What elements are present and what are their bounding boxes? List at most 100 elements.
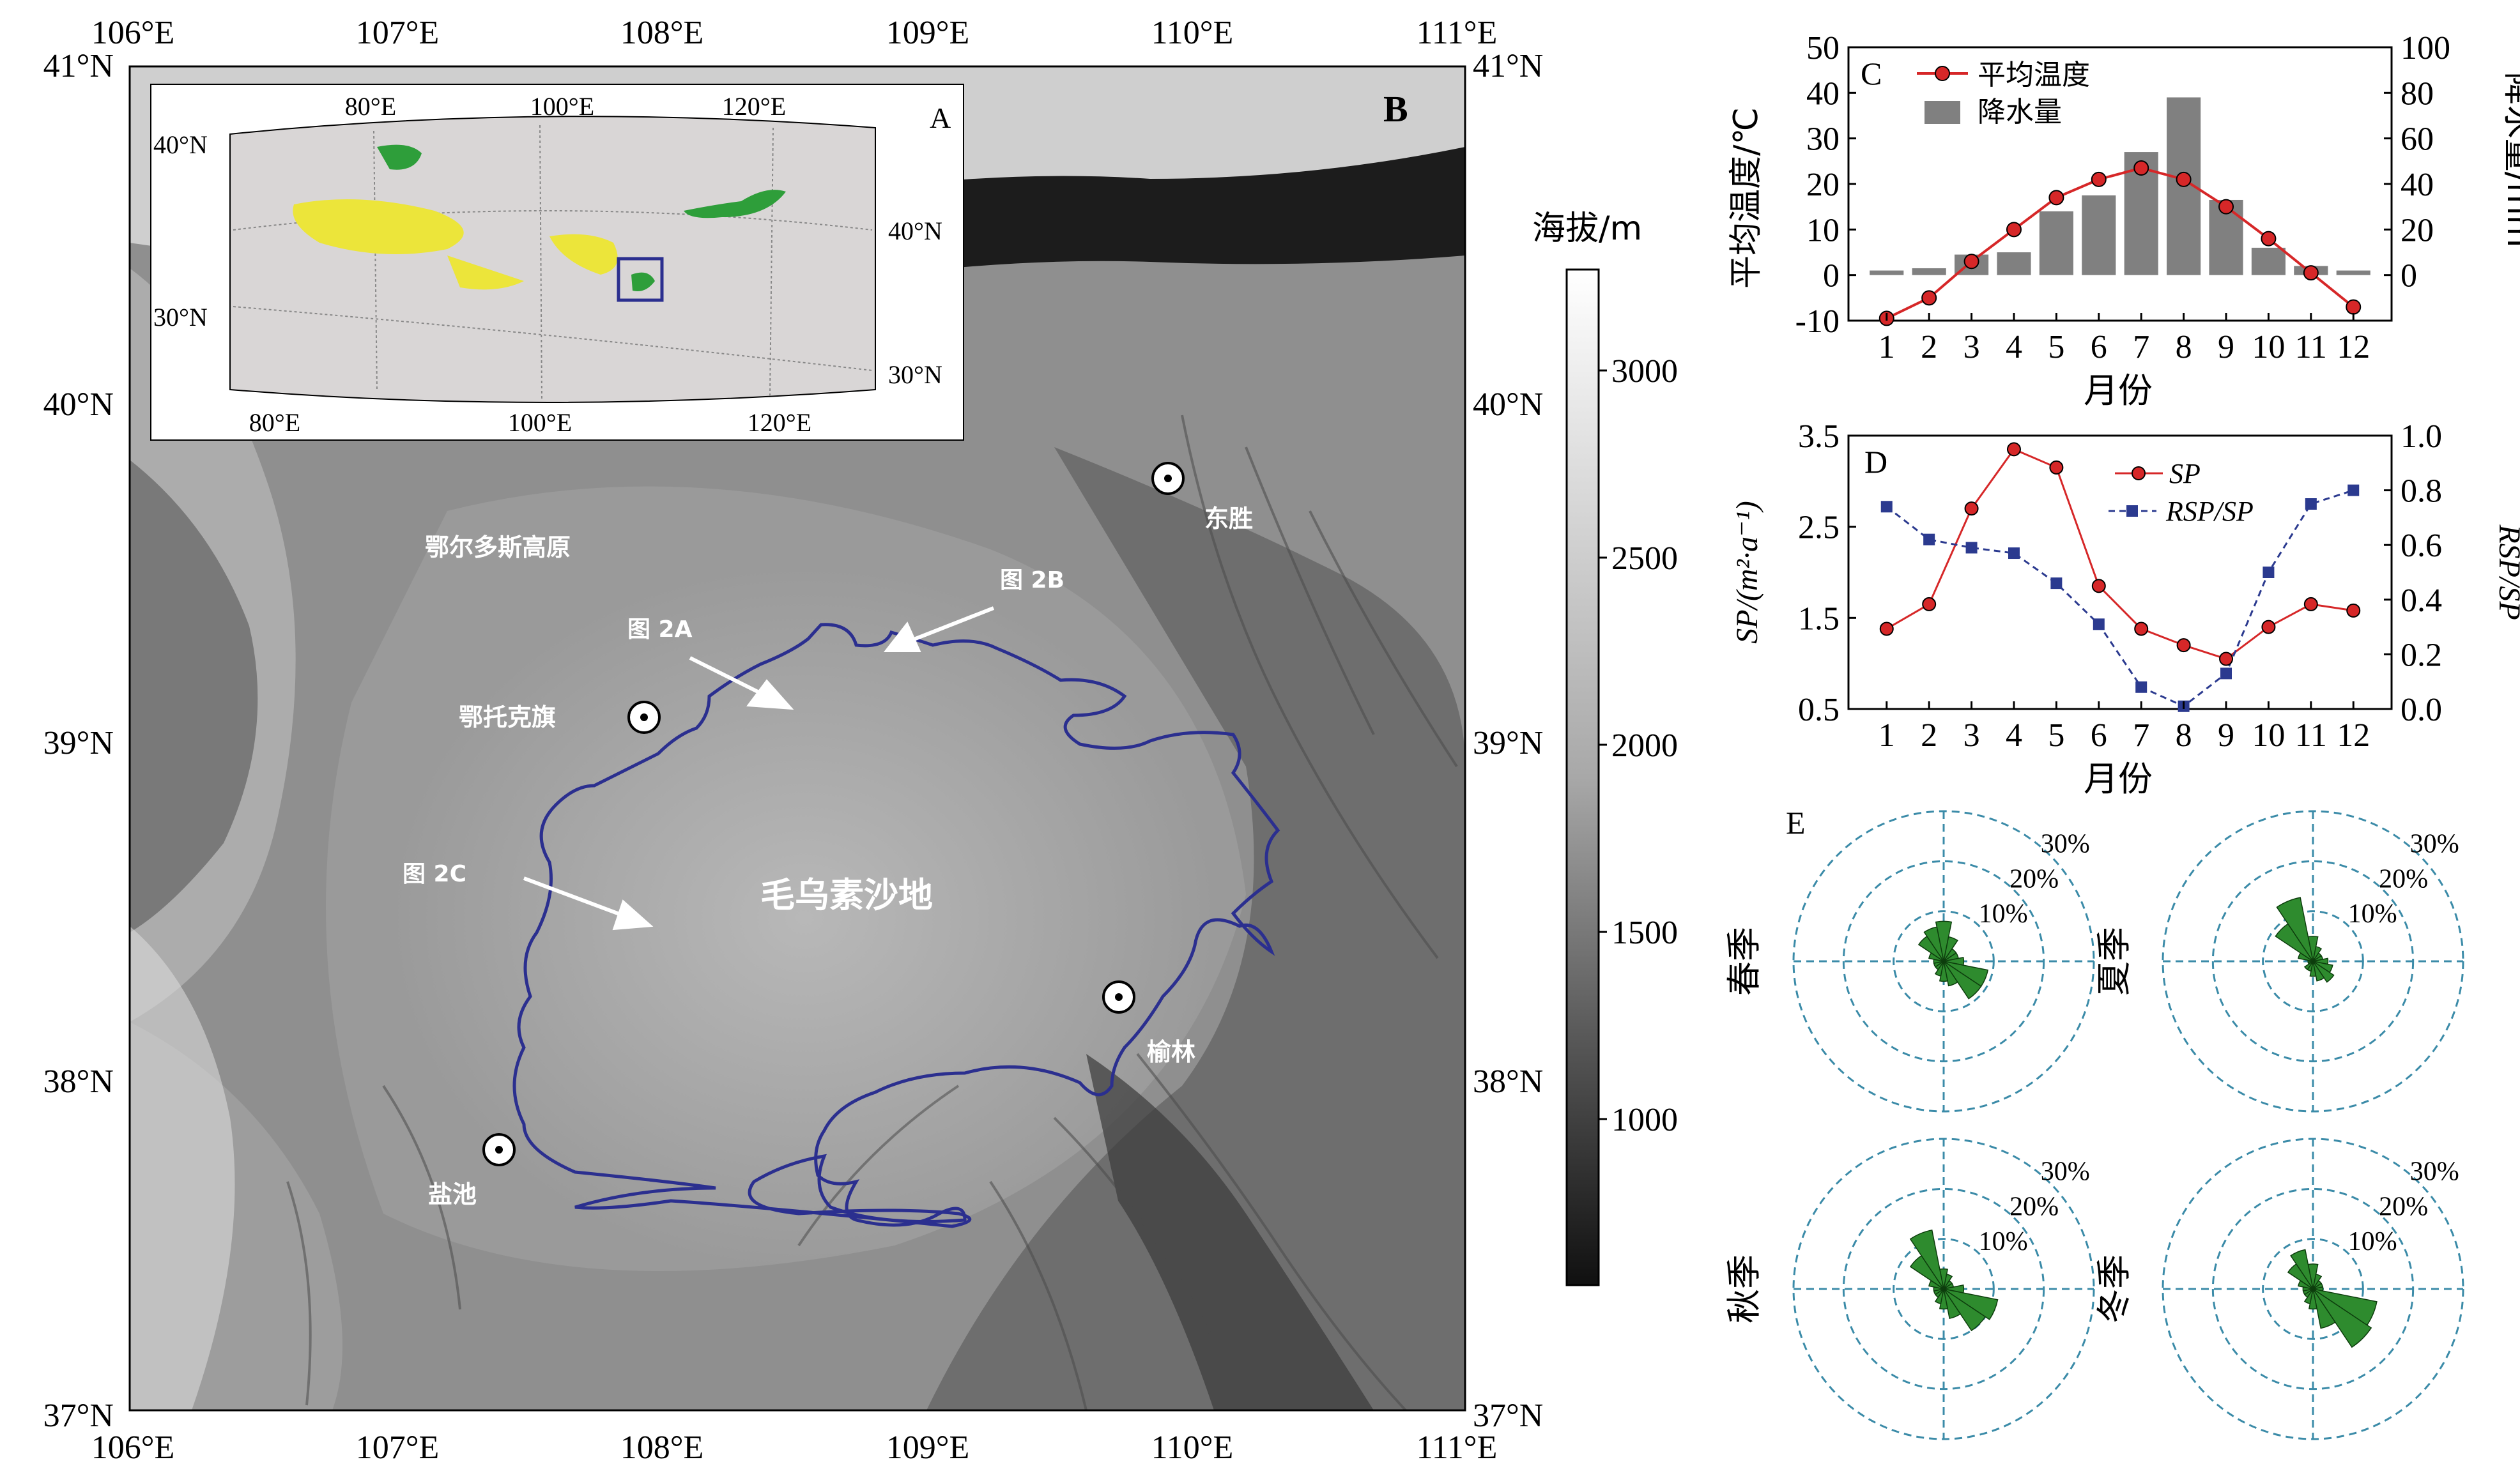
sp-point bbox=[2219, 652, 2234, 666]
chart-c-ytick: 20 bbox=[1806, 167, 1840, 203]
chart-d-ytick: 1.5 bbox=[1798, 600, 1840, 637]
legend-title: 海拔/m bbox=[1532, 210, 1642, 248]
legend-precip: 降水量 bbox=[1978, 96, 2062, 128]
rose-sector bbox=[2312, 1288, 2372, 1348]
chart-d-xtick: 6 bbox=[2091, 717, 2107, 754]
chart-c-ytick: 10 bbox=[1806, 212, 1840, 248]
rose-sector bbox=[1923, 926, 1944, 962]
panel-label-d: D bbox=[1864, 444, 1887, 480]
rose-ring-label: 20% bbox=[2009, 864, 2059, 894]
rsp-point bbox=[2263, 567, 2275, 578]
chart-c-xtick: 4 bbox=[2006, 329, 2022, 365]
chart-c-y2tick: 0 bbox=[2401, 258, 2417, 294]
place-markers bbox=[482, 462, 1185, 1166]
yanchi-marker bbox=[482, 1133, 516, 1166]
rose-sector bbox=[1909, 1229, 1944, 1290]
chart-d-ytick: 3.5 bbox=[1798, 418, 1840, 455]
legend-tick-1500: 1500 bbox=[1611, 915, 1678, 951]
label-ordos-plateau: 鄂尔多斯高原 bbox=[425, 533, 571, 561]
chart-c-xtick: 3 bbox=[1963, 329, 1980, 365]
label-mu-us: 毛乌素沙地 bbox=[760, 875, 933, 915]
elevation-legend: 海拔/m 3000 2500 2000 1500 1000 bbox=[1532, 210, 1678, 1286]
chart-d-ytick: 0.5 bbox=[1798, 692, 1840, 728]
precip-bar bbox=[2251, 247, 2286, 275]
dongsheng-marker bbox=[1151, 462, 1185, 495]
rsp-point bbox=[2050, 577, 2063, 590]
right-lat-3: 38°N bbox=[1473, 1063, 1543, 1100]
chart-d-xtick: 1 bbox=[1878, 717, 1895, 754]
chart-d-xtick: 10 bbox=[2252, 717, 2285, 754]
rose-ring-label: 10% bbox=[1979, 1227, 2028, 1256]
wind-rose: 10% 20% 30% 冬季 bbox=[2094, 1138, 2464, 1440]
drainage-lines bbox=[286, 415, 1458, 1410]
chart-d-ylabel: SP/(m²·a⁻¹) bbox=[1730, 501, 1764, 643]
rose-sector bbox=[2290, 1249, 2314, 1290]
otog-marker bbox=[627, 701, 661, 734]
chart-d-xtick: 4 bbox=[2006, 717, 2022, 754]
chart-c-ylabel: 平均温度/℃ bbox=[1727, 107, 1765, 289]
legend-sp: SP bbox=[2169, 458, 2201, 489]
rose-season-label: 秋季 bbox=[1724, 1254, 1764, 1323]
rose-ring-label: 30% bbox=[2041, 1157, 2090, 1187]
chart-d-y2tick: 1.0 bbox=[2401, 418, 2442, 455]
rose-season-label: 冬季 bbox=[2094, 1254, 2134, 1323]
rose-sector bbox=[1943, 961, 1982, 1000]
rose-sector bbox=[2309, 961, 2317, 977]
sp-point bbox=[2303, 597, 2318, 611]
chart-d-y2label: RSP/SP bbox=[2493, 524, 2520, 620]
legend-tick-2500: 2500 bbox=[1611, 540, 1678, 577]
left-lat-1: 40°N bbox=[43, 386, 114, 423]
chart-c-legend: 平均温度 降水量 bbox=[1917, 59, 2090, 128]
chart-c-xtick: 9 bbox=[2218, 329, 2234, 365]
rose-ring-label: 30% bbox=[2041, 830, 2090, 859]
inset-bottom-0: 80°E bbox=[249, 408, 300, 437]
bottom-lon-3: 109°E bbox=[886, 1429, 970, 1466]
chart-d-xtick: 7 bbox=[2133, 717, 2149, 754]
inset-left-1: 30°N bbox=[153, 303, 208, 332]
rose-ring-label: 20% bbox=[2379, 864, 2428, 894]
chart-c-xtick: 5 bbox=[2048, 329, 2064, 365]
chart-c-y2tick: 40 bbox=[2401, 167, 2434, 203]
right-lat-2: 39°N bbox=[1473, 725, 1543, 761]
sp-point bbox=[2134, 621, 2149, 636]
panel-label-b: B bbox=[1383, 88, 1408, 130]
inset-right-1: 30°N bbox=[888, 360, 942, 389]
chart-d-axes: 1 2 3 4 5 6 7 8 9 10 11 123.52.51.50.51.00.80.60.40… bbox=[1798, 418, 2442, 754]
chart-c-line bbox=[1878, 160, 2362, 326]
label-dongsheng: 东胜 bbox=[1204, 505, 1253, 533]
rsp-point bbox=[1965, 542, 1978, 554]
rose-ring-label: 30% bbox=[2410, 1157, 2459, 1187]
rose-sector bbox=[2312, 961, 2335, 983]
chart-c-xtick: 10 bbox=[2252, 329, 2285, 365]
chart-d-ytick: 2.5 bbox=[1798, 510, 1840, 546]
sp-point bbox=[1879, 621, 1894, 636]
rose-sector bbox=[1939, 1288, 1948, 1310]
rose-sector bbox=[1935, 920, 1953, 962]
rsp-point bbox=[2093, 618, 2105, 630]
right-lat-4: 37°N bbox=[1473, 1398, 1543, 1434]
place-labels: 鄂尔多斯高原 鄂托克旗 东胜 榆林 盐池 毛乌素沙地 图 2A 图 2B 图 2… bbox=[403, 505, 1253, 1208]
temp-line bbox=[1886, 166, 2355, 320]
rose-ring-label: 30% bbox=[2410, 830, 2459, 859]
temp-point bbox=[2346, 299, 2362, 315]
rsp-point bbox=[1923, 533, 1935, 545]
sp-point bbox=[2176, 638, 2191, 653]
sp-point bbox=[2346, 603, 2361, 618]
rose-season-label: 春季 bbox=[1724, 927, 1764, 996]
chart-c-xtick: 7 bbox=[2133, 329, 2149, 365]
temp-point bbox=[1921, 290, 1937, 306]
chart-d-xtick: 9 bbox=[2218, 717, 2234, 754]
chart-d-xtick: 2 bbox=[1921, 717, 1937, 754]
sp-point bbox=[2261, 620, 2276, 634]
legend-rsp: RSP/SP bbox=[2165, 496, 2254, 527]
chart-c-ytick: -10 bbox=[1795, 303, 1840, 340]
chart-c: C 1 2 3 4 5 6 7 8 9 10 11 1250403020100-10100806040… bbox=[1727, 30, 2520, 411]
chart-c-xtick: 1 bbox=[1878, 329, 1895, 365]
temp-point bbox=[2218, 199, 2234, 215]
bottom-lon-1: 107°E bbox=[356, 1429, 440, 1466]
rose-sector bbox=[1943, 1288, 1999, 1320]
rsp-point bbox=[2008, 547, 2020, 560]
rose-sector bbox=[1939, 961, 1948, 982]
chart-c-y2tick: 100 bbox=[2401, 30, 2450, 66]
chart-c-y2label: 降水量/mm bbox=[2500, 72, 2520, 248]
